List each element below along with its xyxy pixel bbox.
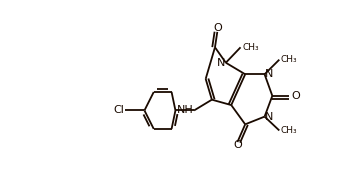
Text: N: N <box>265 112 274 122</box>
Text: N: N <box>217 58 225 68</box>
Text: O: O <box>291 91 300 101</box>
Text: O: O <box>213 23 222 33</box>
Text: CH₃: CH₃ <box>281 126 298 135</box>
Text: CH₃: CH₃ <box>242 43 259 52</box>
Text: O: O <box>233 140 242 150</box>
Text: Cl: Cl <box>113 105 124 115</box>
Text: N: N <box>265 69 274 79</box>
Text: CH₃: CH₃ <box>281 55 298 64</box>
Text: NH: NH <box>177 105 193 115</box>
